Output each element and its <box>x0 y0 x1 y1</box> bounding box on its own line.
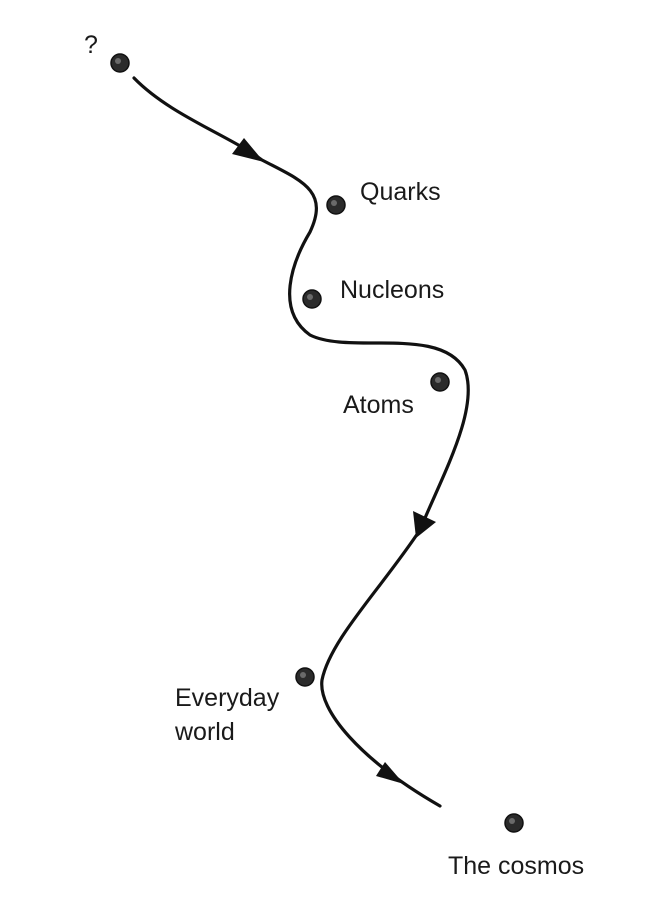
node-everyday-world: Everyday world <box>174 667 315 746</box>
node-label-atoms: Atoms <box>343 391 414 419</box>
scale-path-line <box>132 76 470 808</box>
arrowhead-3-icon <box>376 762 404 784</box>
node-unknown: ? <box>84 31 130 73</box>
arrowhead-2-icon <box>413 511 436 538</box>
node-label-nucleons: Nucleons <box>340 276 444 304</box>
node-label-unknown: ? <box>84 31 98 59</box>
node-label-quarks: Quarks <box>360 178 441 206</box>
node-label-world: world <box>174 718 235 746</box>
node-label-everyday: Everyday <box>175 684 280 712</box>
node-quarks: Quarks <box>326 178 441 215</box>
arrowhead-1-icon <box>232 138 264 162</box>
node-cosmos: The cosmos <box>448 813 584 880</box>
node-nucleons: Nucleons <box>302 276 444 309</box>
node-label-cosmos: The cosmos <box>448 852 584 880</box>
node-atoms: Atoms <box>343 372 450 419</box>
